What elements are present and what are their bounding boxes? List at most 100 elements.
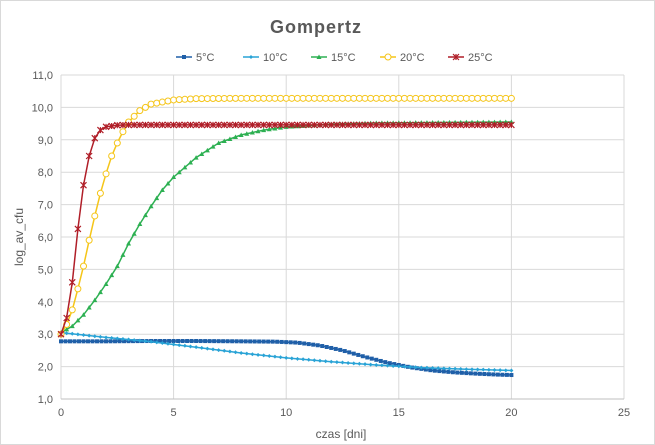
series-point (216, 140, 222, 146)
series-point (429, 94, 437, 102)
series-point (305, 94, 313, 102)
series-point (256, 352, 261, 357)
series-point (401, 121, 408, 129)
series-point (193, 155, 199, 160)
series-point (239, 339, 244, 344)
series-point (302, 341, 307, 346)
series-point (87, 333, 92, 338)
y-tick-label: 4,0 (38, 297, 53, 309)
series-point (131, 339, 136, 344)
series-point (265, 121, 273, 129)
series-0 (59, 339, 514, 378)
series-point (143, 339, 148, 344)
series-point (261, 353, 266, 358)
legend-label: 20°C (400, 52, 425, 64)
legend-item: 20°C (380, 52, 425, 64)
series-point (171, 342, 176, 347)
series-point (474, 94, 482, 102)
series-point (260, 94, 268, 102)
series-point (316, 121, 324, 129)
series-point (176, 339, 181, 344)
series-point (187, 121, 194, 129)
series-point (383, 360, 388, 365)
series-point (384, 121, 391, 129)
series-point (412, 94, 420, 102)
series-point (385, 363, 390, 368)
series-point (120, 252, 126, 257)
series-point (334, 360, 339, 365)
series-point (108, 152, 116, 160)
series-point (136, 121, 144, 129)
series-point (485, 121, 493, 129)
x-tick-label: 0 (58, 407, 64, 419)
series-point (148, 203, 154, 209)
series-point (464, 367, 469, 372)
series-point (95, 339, 100, 344)
series-point (277, 94, 285, 102)
series-point (441, 366, 446, 371)
series-point (237, 94, 245, 102)
series-point (389, 121, 397, 129)
series-point (170, 96, 178, 104)
series-point (365, 355, 370, 360)
series-point (284, 355, 289, 360)
series-point (96, 189, 104, 197)
series-point (507, 94, 515, 102)
series-point (333, 94, 341, 102)
series-point (400, 94, 408, 102)
series-point (428, 368, 433, 373)
series-point (180, 339, 185, 344)
series-point (215, 121, 223, 129)
series-point (311, 342, 316, 347)
series-point (509, 368, 514, 373)
series-point (437, 369, 442, 374)
series-point (468, 94, 476, 102)
series-point (408, 364, 413, 369)
series-point (108, 122, 116, 130)
series-point (279, 339, 284, 344)
series-point (378, 94, 386, 102)
series-point (198, 339, 203, 344)
series-point (102, 123, 110, 131)
series-point (153, 99, 161, 107)
series-4 (57, 121, 515, 338)
series-point (342, 349, 347, 354)
y-axis-title: log_av_cfu (12, 208, 26, 266)
series-point (189, 339, 194, 344)
series-point (103, 281, 109, 286)
series-point (113, 121, 121, 129)
series-point (485, 94, 493, 102)
series-point (203, 339, 208, 344)
series-point (479, 121, 487, 129)
series-point (329, 359, 334, 364)
series-point (104, 339, 109, 344)
series-point (212, 339, 217, 344)
series-point (203, 121, 211, 129)
legend: 5°C 10°C 15°C 20°C 25°C (176, 52, 493, 64)
series-point (266, 126, 272, 132)
series-point (498, 368, 503, 373)
series-point (329, 345, 334, 350)
series-point (451, 121, 459, 129)
series-point (453, 366, 458, 371)
series-point (147, 121, 155, 129)
series-point (113, 339, 118, 344)
series-point (254, 121, 262, 129)
series-point (271, 121, 279, 129)
series-point (423, 94, 431, 102)
series-point (417, 121, 425, 129)
legend-label: 10°C (263, 52, 288, 64)
series-point (209, 121, 217, 129)
series-point (85, 152, 93, 160)
series-point (97, 289, 103, 295)
series-point (312, 358, 317, 363)
series-point (181, 121, 189, 129)
series-point (277, 121, 284, 129)
series-point (378, 358, 383, 363)
series-point (469, 367, 474, 372)
axis-ticks: 1,0 2,0 3,0 4,0 5,0 6,0 7,0 8,0 9,0 10,0 11,0 0 5 10 1… (32, 70, 631, 419)
series-point (324, 344, 329, 349)
series-point (350, 94, 358, 102)
series-point (175, 121, 183, 129)
series-point (327, 121, 335, 129)
